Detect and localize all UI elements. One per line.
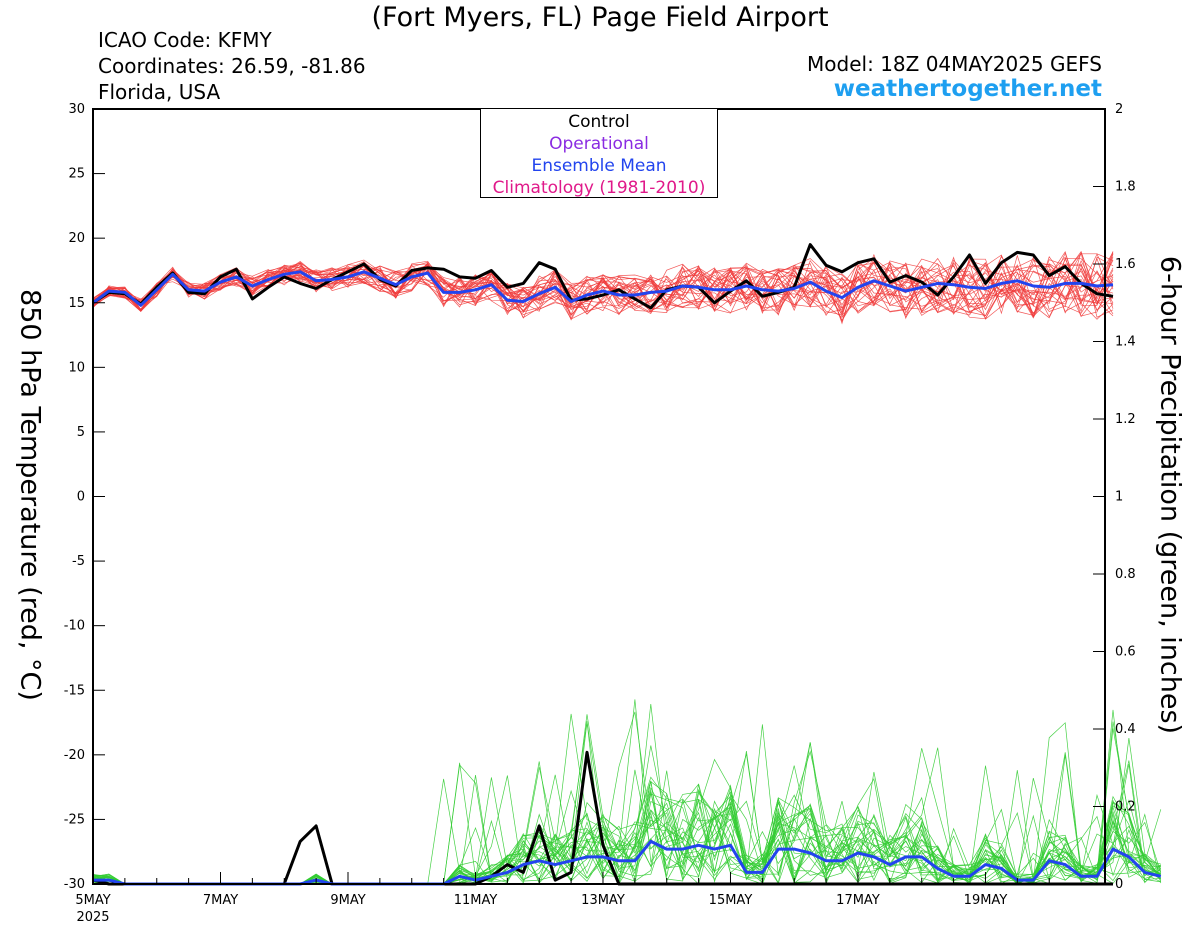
y-tick-label-left: -25 — [64, 812, 85, 827]
x-tick-label: 11MAY — [454, 893, 498, 908]
x-tick-label: 17MAY — [836, 893, 880, 908]
x-tick-label: 5MAY — [75, 893, 110, 908]
x-tick-label: 7MAY — [203, 893, 238, 908]
y-tick-label-right: 0 — [1115, 877, 1123, 892]
coordinates: Coordinates: 26.59, -81.86 — [98, 54, 366, 78]
precip-member-line — [92, 765, 1161, 885]
y-tick-label-left: 5 — [77, 425, 85, 440]
y-tick-label-left: -30 — [64, 877, 85, 892]
axis-ticks: 302520151050-5-10-15-20-25-3021.81.61.41… — [64, 102, 1136, 925]
y-tick-label-right: 1 — [1115, 490, 1123, 505]
y-tick-label-right: 1.6 — [1115, 257, 1136, 272]
highlight-lines — [92, 243, 1162, 886]
precip-member-line — [92, 760, 1161, 885]
y-tick-label-left: -15 — [64, 683, 85, 698]
y-tick-label-left: -10 — [64, 619, 85, 634]
y-tick-label-right: 1.4 — [1115, 335, 1136, 350]
x-tick-label: 15MAY — [709, 893, 753, 908]
x-tick-sublabel: 2025 — [76, 910, 109, 925]
y-tick-label-right: 0.2 — [1115, 800, 1136, 815]
y-tick-label-right: 0.8 — [1115, 567, 1136, 582]
y-tick-label-right: 0.6 — [1115, 645, 1136, 660]
legend-ensemble-mean: Ensemble Mean — [531, 156, 667, 176]
y-tick-label-left: 10 — [68, 360, 85, 375]
y-tick-label-left: 15 — [68, 296, 85, 311]
temperature-member-line — [92, 256, 1114, 319]
region: Florida, USA — [98, 80, 221, 104]
legend-control: Control — [568, 112, 630, 132]
chart-title: (Fort Myers, FL) Page Field Airport — [371, 2, 829, 33]
temperature-control-line — [92, 243, 1114, 310]
y-tick-label-right: 2 — [1115, 102, 1123, 117]
y-tick-label-left: -20 — [64, 748, 85, 763]
icao-code: ICAO Code: KFMY — [98, 28, 272, 52]
site-link[interactable]: weathertogether.net — [833, 76, 1102, 102]
plot-frame — [92, 108, 1106, 885]
temperature-member-line — [92, 253, 1114, 322]
y-tick-label-left: -5 — [72, 554, 85, 569]
y-tick-label-right: 1.8 — [1115, 180, 1136, 195]
legend: Control Operational Ensemble Mean Climat… — [480, 108, 718, 198]
temperature-member-line — [92, 261, 1114, 323]
x-tick-label: 19MAY — [964, 893, 1008, 908]
x-tick-label: 13MAY — [581, 893, 625, 908]
y-tick-label-left: 0 — [77, 490, 85, 505]
y-tick-label-left: 25 — [68, 167, 85, 182]
y-tick-label-right: 0.4 — [1115, 722, 1136, 737]
legend-climatology: Climatology (1981-2010) — [492, 178, 706, 198]
temperature-member-line — [92, 261, 1114, 316]
y-tick-label-left: 20 — [68, 231, 85, 246]
y-tick-label-right: 1.2 — [1115, 412, 1136, 427]
legend-operational: Operational — [549, 134, 649, 154]
y-tick-label-left: 30 — [68, 102, 85, 117]
ensemble-members — [92, 250, 1162, 885]
x-tick-label: 9MAY — [330, 893, 365, 908]
model-run: Model: 18Z 04MAY2025 GEFS — [807, 52, 1102, 76]
temperature-ensemble-mean-line — [92, 270, 1114, 307]
